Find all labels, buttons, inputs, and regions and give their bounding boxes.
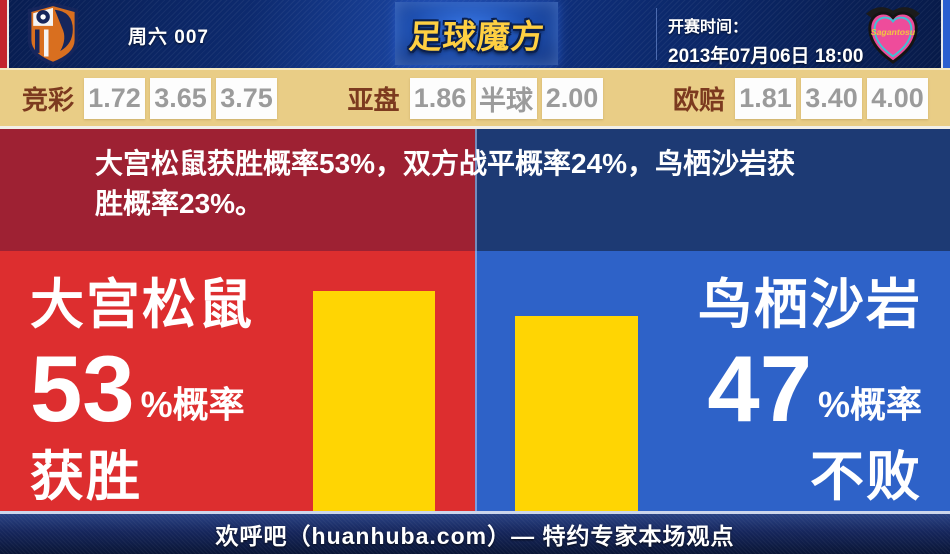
footer-site-text: 欢呼吧（huanhuba.com）— 特约专家本场观点 bbox=[215, 523, 735, 549]
home-percent-row: 53 %概率 bbox=[30, 336, 254, 441]
away-team-name: 鸟栖沙岩 bbox=[698, 275, 922, 335]
away-team-crest-icon: Sagantosu bbox=[864, 2, 922, 71]
odds-group-yapan: 亚盘 1.86 半球 2.00 bbox=[347, 77, 603, 119]
odds-group-oupei: 欧赔 1.81 3.40 4.00 bbox=[672, 77, 928, 119]
odds-label-jingcai: 竞彩 bbox=[22, 84, 75, 115]
kickoff-info: 开赛时间： 2013年07月06日 18:00 bbox=[668, 13, 863, 68]
separator-line bbox=[0, 511, 950, 514]
odds-label-yapan: 亚盘 bbox=[347, 84, 400, 115]
odds-value: 3.40 bbox=[800, 77, 862, 119]
footer-bar: 欢呼吧（huanhuba.com）— 特约专家本场观点 bbox=[0, 514, 950, 554]
header-divider bbox=[656, 8, 657, 60]
away-percent-value: 47 bbox=[707, 336, 812, 441]
odds-bar: 竞彩 1.72 3.65 3.75 亚盘 1.86 半球 2.00 欧赔 1.8… bbox=[0, 68, 950, 126]
odds-value: 3.75 bbox=[216, 77, 278, 119]
prediction-summary-text: 大宫松鼠获胜概率53%，双方战平概率24%，鸟栖沙岩获 胜概率23%。 bbox=[95, 144, 940, 224]
home-percent-value: 53 bbox=[30, 336, 135, 441]
probability-panels: 大宫松鼠 53 %概率 获胜 鸟栖沙岩 47 %概率 不败 bbox=[0, 251, 950, 511]
prediction-summary-band: 大宫松鼠获胜概率53%，双方战平概率24%，鸟栖沙岩获 胜概率23%。 bbox=[0, 129, 950, 251]
home-outcome-label: 获胜 bbox=[30, 447, 142, 507]
summary-line-1: 大宫松鼠获胜概率53%，双方战平概率24%，鸟栖沙岩获 bbox=[95, 148, 796, 179]
svg-text:Sagantosu: Sagantosu bbox=[871, 27, 916, 37]
kickoff-datetime: 2013年07月06日 18:00 bbox=[668, 46, 864, 67]
away-probability-bar bbox=[515, 316, 638, 511]
away-color-edge bbox=[941, 0, 950, 68]
odds-handicap: 半球 bbox=[475, 77, 537, 119]
brand-logo: 足球魔方 bbox=[395, 2, 558, 65]
kickoff-label: 开赛时间： bbox=[668, 19, 749, 36]
odds-value: 1.72 bbox=[84, 77, 146, 119]
odds-value: 2.00 bbox=[541, 77, 603, 119]
summary-line-2: 胜概率23%。 bbox=[95, 188, 264, 219]
odds-value: 1.86 bbox=[409, 77, 471, 119]
away-percent-suffix: %概率 bbox=[817, 384, 922, 425]
home-probability-bar bbox=[313, 291, 435, 511]
home-team-name: 大宫松鼠 bbox=[30, 275, 254, 335]
odds-label-oupei: 欧赔 bbox=[672, 84, 725, 115]
odds-value: 4.00 bbox=[866, 77, 928, 119]
odds-value: 1.81 bbox=[734, 77, 796, 119]
away-panel: 鸟栖沙岩 47 %概率 不败 bbox=[698, 277, 922, 505]
match-header: 周六 007 足球魔方 开赛时间： 2013年07月06日 18:00 Saga… bbox=[0, 0, 950, 68]
summary-away-background bbox=[475, 129, 950, 251]
summary-home-background bbox=[0, 129, 475, 251]
odds-group-jingcai: 竞彩 1.72 3.65 3.75 bbox=[22, 77, 278, 119]
away-outcome-label: 不败 bbox=[810, 447, 922, 507]
match-number-label: 周六 007 bbox=[128, 27, 209, 48]
odds-value: 3.65 bbox=[150, 77, 212, 119]
home-panel: 大宫松鼠 53 %概率 获胜 bbox=[30, 277, 254, 505]
brand-logo-text: 足球魔方 bbox=[407, 17, 546, 55]
home-percent-suffix: %概率 bbox=[140, 384, 245, 425]
home-color-edge bbox=[0, 0, 9, 68]
away-percent-row: 47 %概率 bbox=[698, 336, 922, 441]
home-team-crest-icon bbox=[26, 2, 80, 71]
separator-line bbox=[0, 126, 950, 129]
